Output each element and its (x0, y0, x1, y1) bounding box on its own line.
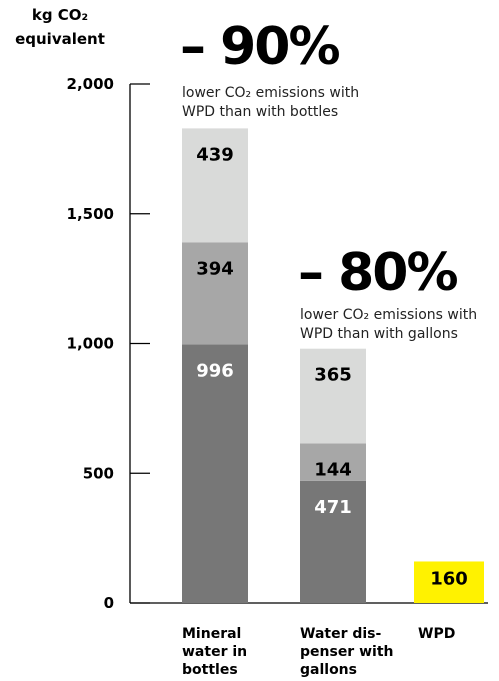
bar-segment (300, 348, 366, 444)
reduction-note: lower CO₂ emissions with (182, 85, 359, 101)
y-tick-label: 500 (83, 464, 114, 482)
y-axis-label: kg CO₂ equivalent (15, 6, 105, 48)
y-tick-label: 1,500 (67, 205, 114, 223)
category-labels: Mineral water in bottles Water dis-penser w… (182, 626, 455, 678)
category-label: WPD (418, 626, 455, 642)
category-label: Mineral (182, 626, 241, 642)
reduction-note: WPD than with gallons (300, 326, 458, 342)
reduction-note: lower CO₂ emissions with (300, 307, 477, 323)
category-label: bottles (182, 662, 238, 678)
bar-value-label: 160 (430, 568, 468, 589)
bar-segment (300, 480, 366, 603)
category-label: Water dis- (300, 626, 382, 642)
bars: 996 394 439 471 144 365 160 (182, 128, 484, 603)
category-label: penser with (300, 644, 393, 660)
bar-value-label: 365 (314, 365, 352, 386)
bar-segment (414, 561, 484, 603)
reduction-percentage: – 90% (180, 17, 339, 77)
y-axis-label-line: equivalent (15, 30, 105, 48)
bar-value-label: 394 (196, 258, 234, 279)
bar-segment (182, 242, 248, 345)
bar-value-label: 471 (314, 497, 352, 518)
y-axis-label-line: kg CO₂ (32, 6, 88, 24)
y-axis: 0 500 1,000 1,500 2,000 (67, 75, 488, 612)
y-tick-label: 0 (104, 594, 114, 612)
bar-value-label: 144 (314, 459, 352, 480)
bar-segment (300, 443, 366, 481)
annotations: – 90% lower CO₂ emissions with WPD than wi… (180, 17, 477, 342)
category-label: water in (182, 644, 247, 660)
bar-value-label: 996 (196, 361, 234, 382)
bar-segment (182, 128, 248, 243)
y-tick-label: 1,000 (67, 335, 114, 353)
reduction-percentage: – 80% (298, 243, 457, 303)
bar-segment (182, 344, 248, 603)
category-label: gallons (300, 662, 357, 678)
bar-value-label: 439 (196, 144, 234, 165)
y-tick-label: 2,000 (67, 75, 114, 93)
reduction-note: WPD than with bottles (182, 104, 338, 120)
